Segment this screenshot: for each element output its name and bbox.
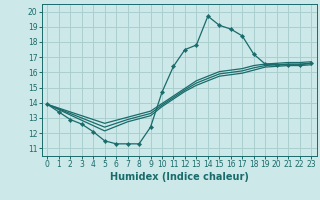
X-axis label: Humidex (Indice chaleur): Humidex (Indice chaleur): [110, 172, 249, 182]
